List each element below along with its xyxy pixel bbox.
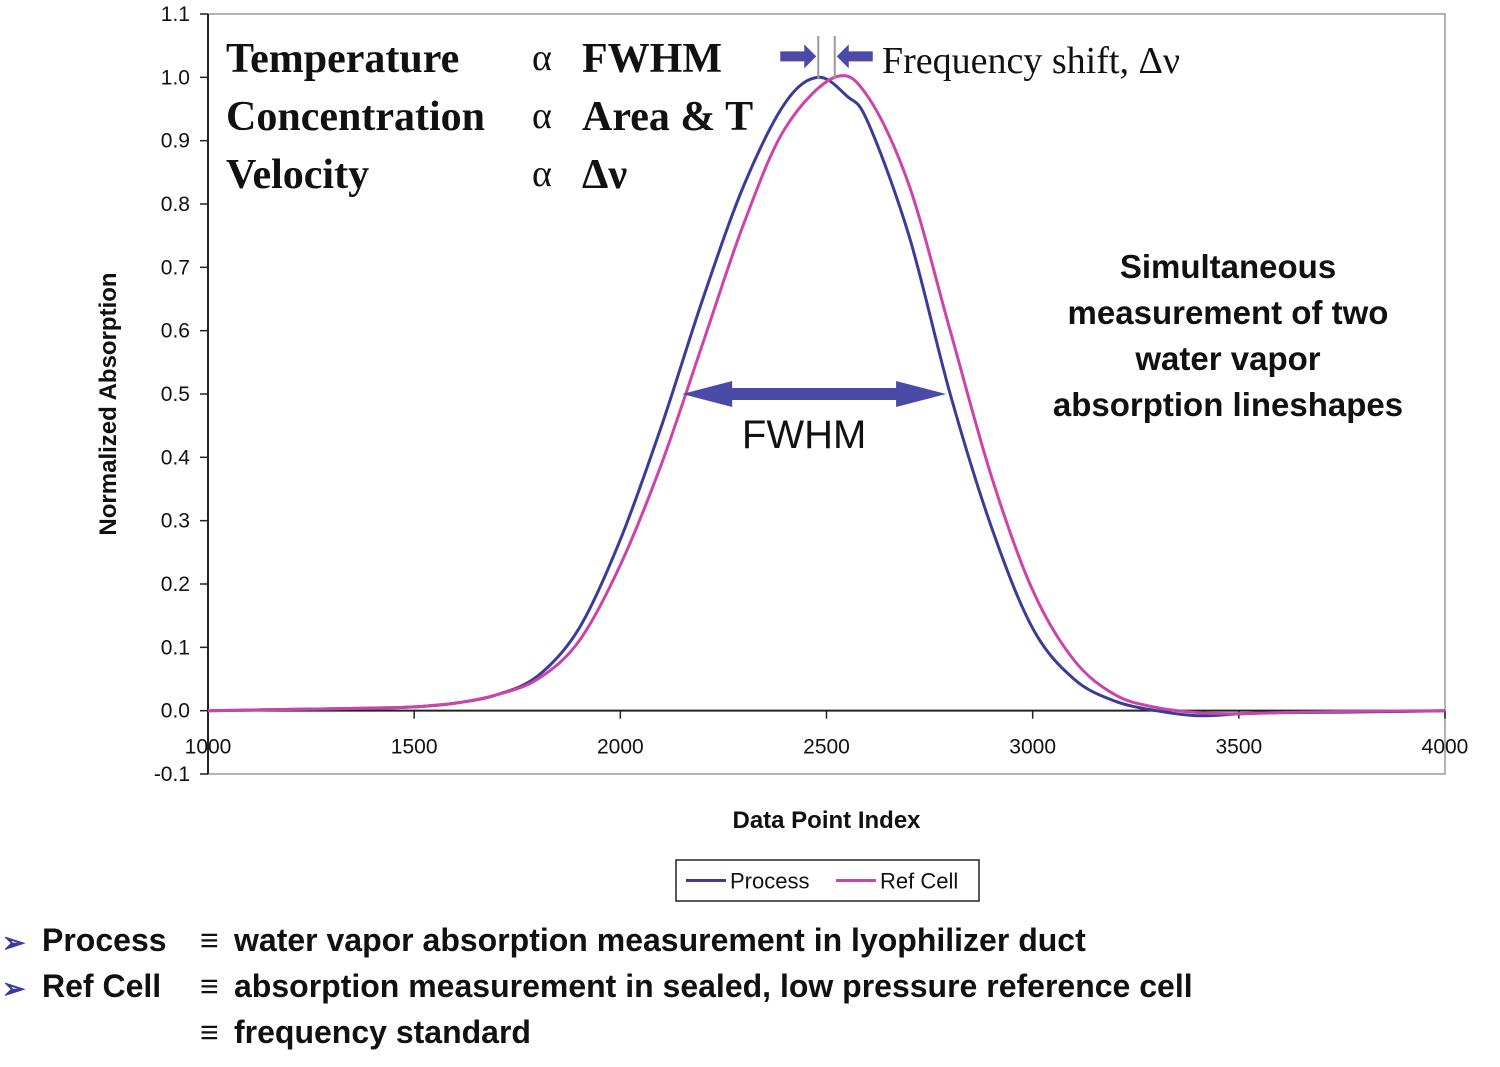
relation-quantity: Temperature: [226, 36, 459, 82]
x-tick-label: 1000: [185, 736, 232, 759]
bullet-process: ➢ Process ≡ water vapor absorption measu…: [0, 918, 1500, 964]
bullet-frequency-standard: ≡ frequency standard: [0, 1010, 1500, 1056]
y-tick-label: 0.1: [161, 636, 190, 659]
y-tick-label: 0.0: [161, 700, 190, 723]
chevron-right-icon: ➢: [2, 927, 26, 958]
y-tick-label: 0.2: [161, 573, 190, 596]
x-tick-label: 4000: [1422, 736, 1469, 759]
x-axis-title: Data Point Index: [732, 807, 921, 834]
y-axis-title: Normalized Absorption: [95, 272, 122, 535]
frequency-shift-label: Frequency shift, Δν: [882, 40, 1180, 82]
bullet-term: Ref Cell: [42, 968, 162, 1004]
relation-quantity: Velocity: [226, 152, 369, 198]
chart: -0.1 0.0 0.1 0.2 0.3 0.4 0.5 0.6 0.7 0.8 0.9 1.0 1.1…: [95, 3, 1469, 902]
y-tick-label: 1.0: [161, 66, 190, 89]
y-tick-label: 0.7: [161, 256, 190, 279]
footer-bullets: ➢ Process ≡ water vapor absorption measu…: [0, 918, 1500, 1056]
side-note-line: water vapor: [1134, 340, 1320, 377]
equiv-symbol: ≡: [200, 922, 219, 958]
legend-label: Process: [730, 869, 809, 894]
x-tick-label: 3500: [1215, 736, 1262, 759]
y-tick-label: 0.5: [161, 383, 190, 406]
equiv-symbol: ≡: [200, 1014, 219, 1050]
shift-arrow-right: [836, 44, 873, 69]
x-tick-label: 1500: [391, 736, 438, 759]
relation-quantity: Concentration: [226, 94, 485, 140]
shift-arrow-left: [780, 44, 817, 69]
x-tick-label: 2500: [803, 736, 850, 759]
y-tick-label: 0.8: [161, 193, 190, 216]
bullet-ref-cell: ➢ Ref Cell ≡ absorption measurement in s…: [0, 964, 1500, 1010]
bullet-text: water vapor absorption measurement in ly…: [234, 922, 1086, 958]
relation-indicator: Δν: [582, 152, 627, 198]
bullet-text: absorption measurement in sealed, low pr…: [234, 968, 1193, 1004]
relation-symbol: α: [532, 95, 552, 137]
legend-box: [675, 859, 980, 902]
y-tick-label: -0.1: [154, 763, 190, 786]
y-tick-label: 1.1: [161, 3, 190, 26]
chevron-right-icon: ➢: [2, 973, 26, 1004]
fwhm-double-arrow: [682, 381, 947, 407]
legend-label: Ref Cell: [880, 869, 958, 894]
x-tick-label: 2000: [597, 736, 644, 759]
y-tick-label: 0.3: [161, 510, 190, 533]
fwhm-label: FWHM: [742, 413, 866, 457]
y-tick-label: 0.9: [161, 130, 190, 153]
relation-symbol: α: [532, 153, 552, 195]
side-note-line: Simultaneous: [1120, 248, 1336, 285]
x-tick-label: 3000: [1009, 736, 1056, 759]
y-tick-label: 0.6: [161, 320, 190, 343]
y-tick-label: 0.4: [161, 446, 191, 469]
equiv-symbol: ≡: [200, 968, 219, 1004]
relation-indicator: Area & T: [582, 94, 753, 140]
bullet-text: frequency standard: [234, 1014, 531, 1050]
bullet-term: Process: [42, 922, 167, 958]
side-note-line: measurement of two: [1068, 294, 1389, 331]
side-note-line: absorption lineshapes: [1053, 386, 1403, 423]
relation-symbol: α: [532, 37, 552, 79]
relation-indicator: FWHM: [582, 36, 722, 82]
